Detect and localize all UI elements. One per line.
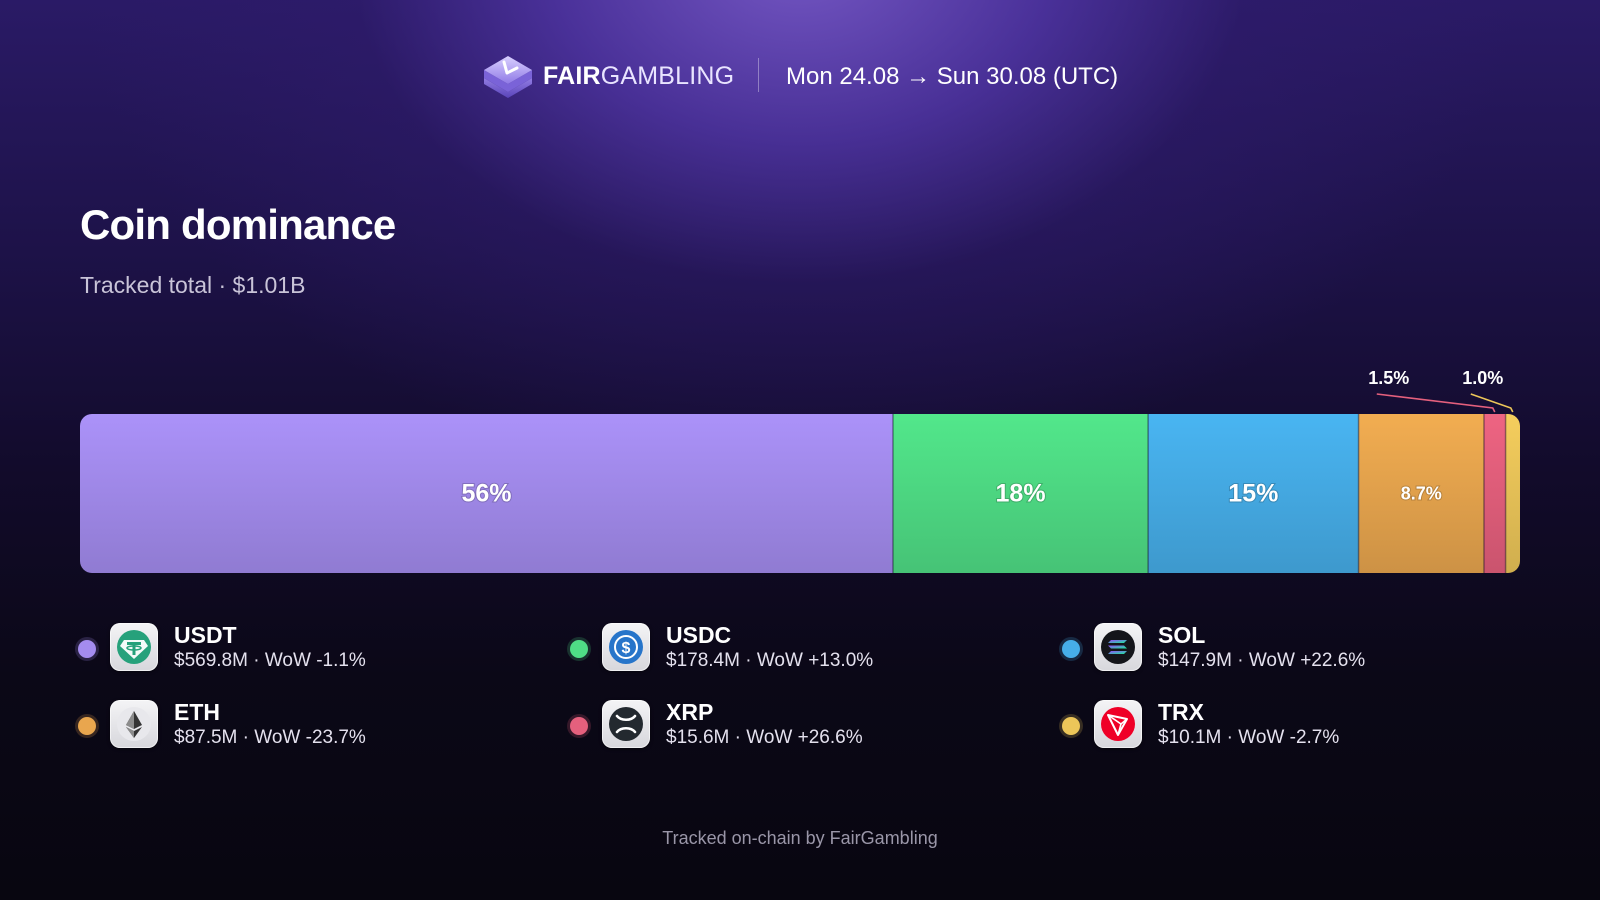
bar-segment-xrp bbox=[1483, 414, 1507, 573]
brand-name: FAIRGAMBLING bbox=[543, 61, 734, 91]
stacked-bar bbox=[80, 414, 1520, 573]
bar-segment-usdt bbox=[80, 414, 894, 573]
bar-label-trx: 1.0% bbox=[1462, 368, 1503, 388]
bar-label-usdc: 18% bbox=[996, 480, 1046, 508]
brand-name-bold: FAIR bbox=[543, 62, 601, 90]
brand-name-light: GAMBLING bbox=[600, 62, 735, 90]
fairgambling-logo-icon bbox=[484, 56, 532, 98]
header: FAIRGAMBLING Mon 24.08 → Sun 30.08 (UTC) bbox=[0, 48, 1600, 108]
leader-line-xrp bbox=[1376, 393, 1496, 413]
bar-segment-sol bbox=[1148, 414, 1360, 573]
bar-label-sol: 15% bbox=[1228, 480, 1278, 508]
bar-segment-usdc bbox=[892, 414, 1149, 573]
bar-segment-eth bbox=[1358, 414, 1485, 573]
page-title: Coin dominance bbox=[80, 201, 396, 248]
bar-label-eth: 8.7% bbox=[1401, 484, 1442, 504]
bar-label-usdt: 56% bbox=[461, 480, 511, 508]
bar-label-xrp: 1.5% bbox=[1368, 368, 1409, 388]
date-range: Mon 24.08 → Sun 30.08 (UTC) bbox=[786, 63, 1119, 90]
footer-note: Tracked on-chain by FairGambling bbox=[662, 828, 938, 848]
page-subtitle: Tracked total · $1.01B bbox=[80, 272, 306, 298]
leader-line-trx bbox=[1470, 393, 1514, 413]
bar-segment-trx bbox=[1505, 414, 1520, 573]
header-divider bbox=[758, 58, 759, 92]
